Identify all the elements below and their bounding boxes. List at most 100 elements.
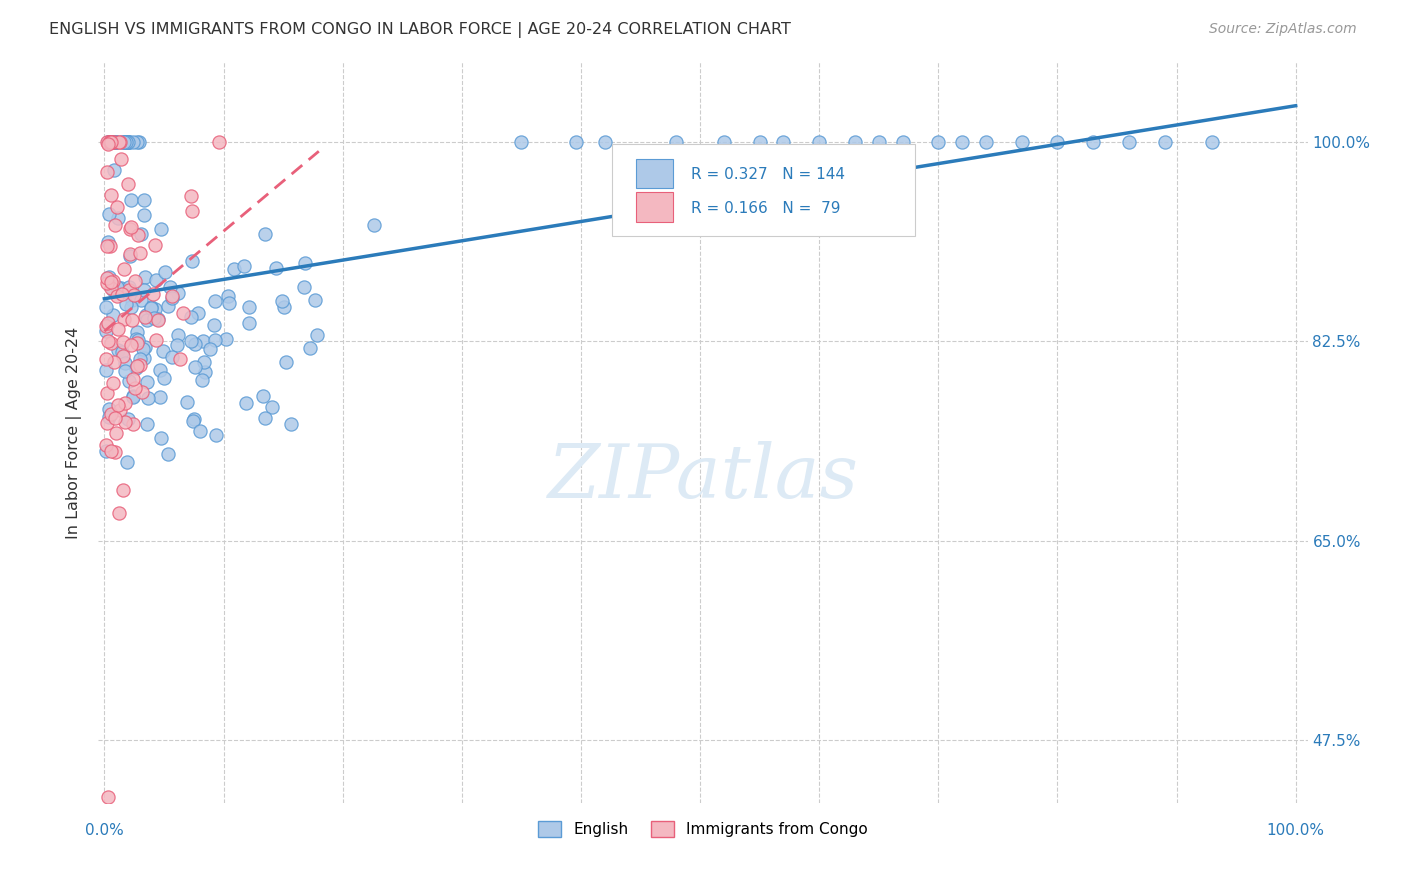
- Point: [254, 227, 277, 241]
- Legend: English, Immigrants from Congo: English, Immigrants from Congo: [531, 815, 875, 843]
- Point: [127, 228, 149, 243]
- Point: [181, 414, 204, 428]
- Point: [104, 135, 127, 149]
- Point: [108, 135, 131, 149]
- Point: [271, 293, 294, 308]
- Point: [142, 287, 165, 301]
- Point: [104, 218, 127, 232]
- Point: [159, 280, 181, 294]
- Point: [94, 324, 117, 338]
- Point: [98, 135, 121, 149]
- Point: [252, 388, 274, 402]
- Point: [217, 289, 239, 303]
- Point: [101, 283, 124, 297]
- Point: [105, 289, 128, 303]
- Point: [748, 135, 770, 149]
- Point: [808, 135, 831, 149]
- Point: [97, 316, 120, 330]
- Point: [238, 300, 260, 314]
- Point: [149, 390, 172, 404]
- Point: [713, 135, 735, 149]
- Point: [132, 351, 155, 366]
- Point: [97, 269, 120, 284]
- Point: [307, 327, 329, 342]
- Point: [97, 135, 120, 149]
- Point: [280, 417, 302, 431]
- Point: [98, 135, 121, 149]
- Point: [100, 407, 122, 421]
- Point: [134, 340, 156, 354]
- Point: [114, 135, 136, 149]
- FancyBboxPatch shape: [637, 159, 672, 188]
- Point: [132, 342, 155, 356]
- Point: [155, 265, 177, 279]
- Point: [98, 207, 121, 221]
- Point: [107, 506, 129, 520]
- Point: [101, 135, 124, 149]
- Point: [273, 300, 295, 314]
- Point: [565, 135, 588, 149]
- Point: [96, 270, 118, 285]
- Point: [115, 455, 138, 469]
- Y-axis label: In Labor Force | Age 20-24: In Labor Force | Age 20-24: [66, 326, 83, 539]
- Point: [107, 398, 129, 412]
- Point: [104, 135, 127, 149]
- Point: [97, 135, 120, 149]
- Point: [135, 308, 157, 322]
- Point: [134, 310, 156, 325]
- Point: [128, 135, 150, 149]
- Point: [115, 135, 138, 149]
- Point: [118, 135, 141, 149]
- Point: [1011, 135, 1033, 149]
- Point: [142, 311, 165, 326]
- Point: [115, 135, 138, 149]
- Text: R = 0.327   N = 144: R = 0.327 N = 144: [690, 168, 845, 183]
- Point: [115, 297, 138, 311]
- Point: [974, 135, 997, 149]
- Point: [160, 289, 183, 303]
- Point: [100, 336, 122, 351]
- Point: [117, 412, 139, 426]
- Point: [124, 380, 146, 394]
- Point: [927, 135, 949, 149]
- Point: [134, 193, 156, 207]
- Point: [184, 359, 207, 374]
- Text: Source: ZipAtlas.com: Source: ZipAtlas.com: [1209, 22, 1357, 37]
- Point: [108, 135, 131, 149]
- Point: [120, 338, 142, 352]
- Point: [96, 386, 118, 401]
- Point: [136, 375, 159, 389]
- Point: [100, 281, 122, 295]
- Point: [156, 299, 179, 313]
- Point: [120, 219, 142, 234]
- Point: [117, 178, 139, 192]
- Point: [107, 322, 129, 336]
- Point: [96, 363, 118, 377]
- Point: [96, 135, 118, 149]
- Point: [96, 277, 118, 291]
- Point: [304, 293, 326, 308]
- Point: [97, 235, 120, 250]
- Point: [169, 351, 191, 366]
- Point: [120, 285, 142, 299]
- Point: [97, 135, 120, 149]
- Point: [129, 245, 152, 260]
- Point: [120, 193, 142, 207]
- Point: [121, 135, 143, 149]
- Point: [122, 288, 145, 302]
- FancyBboxPatch shape: [637, 192, 672, 221]
- Point: [97, 334, 120, 349]
- Point: [110, 281, 132, 295]
- Point: [274, 355, 297, 369]
- Point: [101, 135, 124, 149]
- Point: [101, 274, 124, 288]
- Point: [294, 256, 316, 270]
- Point: [103, 410, 125, 425]
- Point: [363, 218, 385, 232]
- Point: [105, 200, 128, 214]
- Point: [131, 384, 153, 399]
- Point: [148, 313, 170, 327]
- Point: [1201, 135, 1223, 149]
- Point: [121, 293, 143, 307]
- Point: [143, 302, 166, 317]
